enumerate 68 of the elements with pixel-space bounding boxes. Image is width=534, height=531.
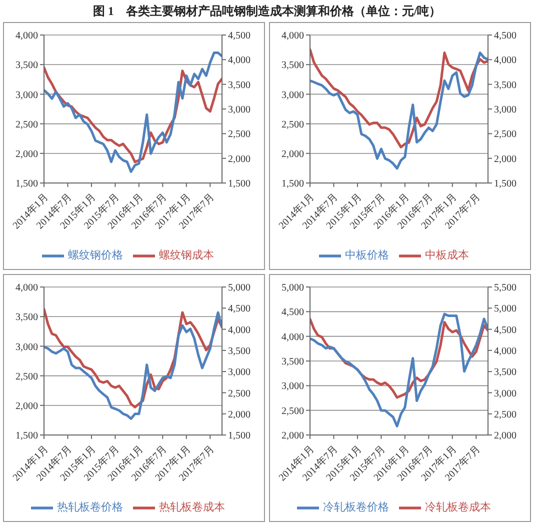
y-tick-label: 3,000	[16, 90, 38, 101]
y2-tick-label: 3,000	[228, 104, 250, 116]
y-tick-label: 3,000	[16, 342, 38, 353]
y2-tick-label: 4,000	[228, 55, 250, 66]
legend-label: 螺纹钢成本	[159, 250, 214, 262]
y-tick-label: 2,000	[282, 148, 304, 160]
y-tick-label: 2,000	[282, 430, 304, 442]
y-tick-label: 4,500	[282, 307, 304, 318]
y-tick-label: 3,500	[282, 356, 304, 368]
y-tick-label: 3,500	[282, 60, 304, 72]
y-tick-label: 2,500	[16, 119, 38, 130]
y2-tick-label: 3,000	[494, 388, 516, 400]
y-tick-label: 2,000	[16, 148, 38, 160]
y2-tick-label: 3,500	[228, 346, 250, 357]
y-tick-label: 3,000	[282, 381, 304, 392]
y-tick-label: 3,500	[16, 312, 38, 324]
y2-tick-label: 3,500	[228, 80, 250, 91]
y2-tick-label: 3,500	[494, 367, 516, 378]
y2-tick-label: 3,000	[228, 367, 250, 378]
y2-tick-label: 4,000	[494, 346, 516, 357]
y2-tick-label: 2,500	[494, 409, 516, 420]
y-tick-label: 5,000	[282, 282, 304, 294]
y2-tick-label: 5,500	[494, 282, 516, 294]
y-tick-label: 3,000	[282, 90, 304, 101]
y-tick-label: 4,000	[282, 332, 304, 343]
y2-tick-label: 1,500	[494, 178, 516, 190]
y2-tick-label: 1,500	[228, 430, 250, 442]
y-tick-label: 4,000	[16, 282, 38, 294]
line-series	[44, 52, 222, 173]
y2-tick-label: 2,000	[228, 409, 250, 420]
y2-tick-label: 4,000	[494, 55, 516, 66]
legend-label: 冷轧板卷价格	[323, 502, 389, 514]
y2-tick-label: 5,000	[228, 282, 250, 294]
y2-tick-label: 3,500	[494, 80, 516, 91]
y-tick-label: 2,000	[16, 400, 38, 412]
legend-label: 螺纹钢价格	[68, 250, 123, 262]
legend-label: 中板价格	[345, 250, 389, 262]
y-tick-label: 4,000	[16, 30, 38, 42]
legend-label: 热轧板卷成本	[159, 502, 225, 514]
y-tick-label: 4,000	[282, 30, 304, 42]
line-series	[310, 312, 488, 428]
y2-tick-label: 4,500	[228, 304, 250, 315]
y-tick-label: 2,500	[282, 119, 304, 130]
legend-label: 中板成本	[425, 250, 469, 262]
y-tick-label: 2,500	[16, 371, 38, 382]
y2-tick-label: 3,000	[494, 104, 516, 116]
legend-label: 热轧板卷价格	[57, 502, 123, 514]
line-series	[310, 48, 488, 148]
y2-tick-label: 5,000	[494, 304, 516, 315]
text: 图 1 各类主要钢材产品吨钢制造成本测算和价格（单位：元/吨）	[92, 3, 442, 20]
y-tick-label: 1,500	[16, 430, 38, 442]
y-tick-label: 1,500	[282, 178, 304, 190]
y2-tick-label: 2,000	[494, 154, 516, 165]
line-series	[310, 52, 488, 170]
y-tick-label: 3,500	[16, 60, 38, 72]
y2-tick-label: 2,500	[228, 129, 250, 140]
y2-tick-label: 4,500	[494, 30, 516, 42]
y2-tick-label: 4,000	[228, 324, 250, 336]
y2-tick-label: 2,500	[494, 129, 516, 140]
legend-label: 冷轧板卷成本	[425, 502, 491, 514]
y2-tick-label: 4,500	[228, 30, 250, 42]
y-tick-label: 1,500	[16, 178, 38, 190]
y2-tick-label: 2,500	[228, 388, 250, 400]
y2-tick-label: 4,500	[494, 324, 516, 336]
y2-tick-label: 1,500	[228, 178, 250, 190]
y2-tick-label: 2,000	[228, 154, 250, 165]
y2-tick-label: 2,000	[494, 430, 516, 442]
y-tick-label: 2,500	[282, 406, 304, 417]
